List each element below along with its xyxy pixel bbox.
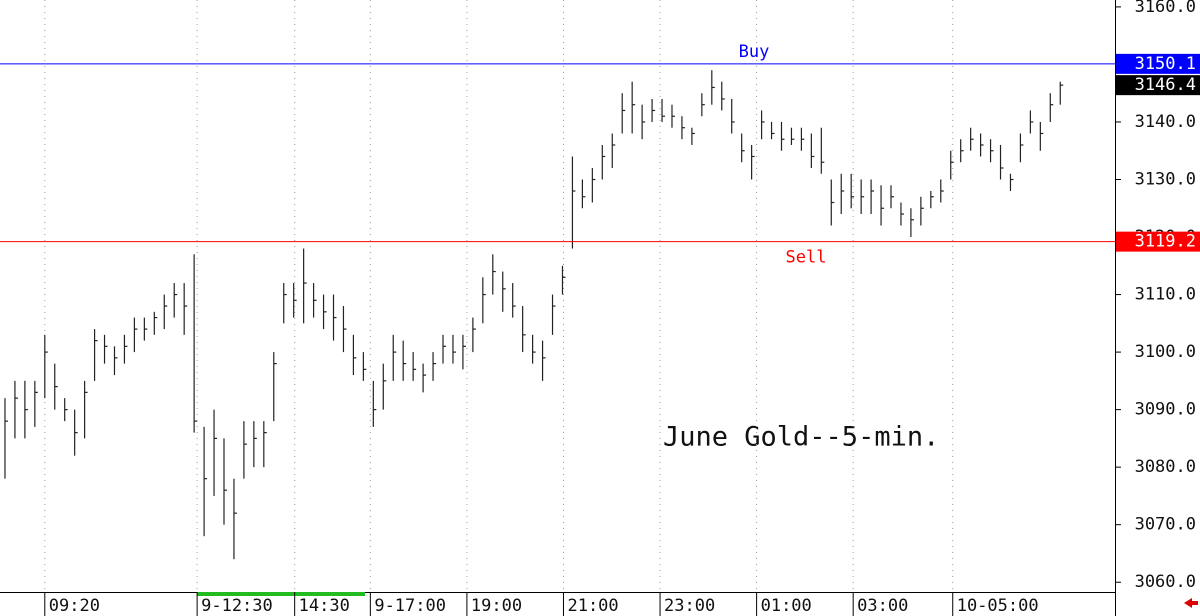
x-tick-label: 19:00	[471, 596, 522, 616]
y-tick-label: 3100.0	[1135, 342, 1196, 362]
x-tick-label: 9-17:00	[374, 596, 446, 616]
x-tick-label: 14:30	[299, 596, 350, 616]
x-tick-label: 09:20	[49, 596, 100, 616]
x-tick-label: 10-05:00	[957, 596, 1039, 616]
last-price-label: 3146.4	[1135, 75, 1196, 95]
annotation: June Gold--5-min.	[663, 422, 939, 453]
y-tick-label: 3090.0	[1135, 400, 1196, 420]
x-tick-label: 03:00	[857, 596, 908, 616]
price-tag-label: 3150.1	[1135, 54, 1196, 74]
y-tick-label: 3060.0	[1135, 572, 1196, 592]
x-tick-label: 01:00	[761, 596, 812, 616]
scroll-arrow[interactable]	[1184, 598, 1198, 608]
price-tag-label: 3119.2	[1135, 232, 1196, 252]
last-price-tag	[1116, 75, 1200, 96]
x-tick-label: 9-12:30	[201, 596, 273, 616]
y-tick-label: 3080.0	[1135, 457, 1196, 477]
y-tick-label: 3160.0	[1135, 0, 1196, 17]
price-tag	[1116, 231, 1200, 252]
level-name: Sell	[786, 248, 827, 268]
y-tick-label: 3130.0	[1135, 169, 1196, 189]
level-name: Buy	[739, 42, 770, 62]
y-tick-label: 3070.0	[1135, 515, 1196, 535]
y-tick-label: 3110.0	[1135, 285, 1196, 305]
x-tick-label: 21:00	[567, 596, 618, 616]
y-tick-label: 3140.0	[1135, 112, 1196, 132]
session-marker	[197, 592, 365, 596]
price-tag	[1116, 53, 1200, 74]
x-tick-label: 23:00	[664, 596, 715, 616]
